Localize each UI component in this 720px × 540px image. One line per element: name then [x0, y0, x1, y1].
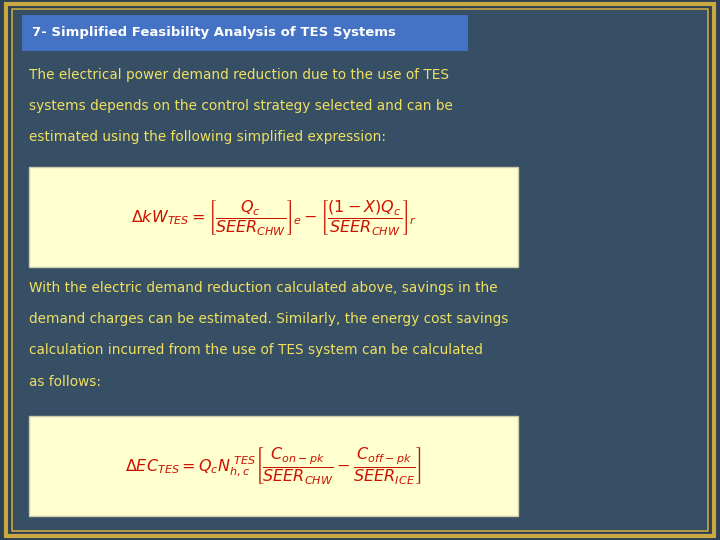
- Text: systems depends on the control strategy selected and can be: systems depends on the control strategy …: [29, 99, 453, 113]
- Text: demand charges can be estimated. Similarly, the energy cost savings: demand charges can be estimated. Similar…: [29, 312, 508, 326]
- Text: With the electric demand reduction calculated above, savings in the: With the electric demand reduction calcu…: [29, 281, 498, 295]
- Text: estimated using the following simplified expression:: estimated using the following simplified…: [29, 130, 386, 144]
- FancyBboxPatch shape: [22, 15, 468, 51]
- FancyBboxPatch shape: [29, 167, 518, 267]
- Text: $\Delta EC_{TES}= Q_c N_{h,c}^{\;TES}\left[\dfrac{C_{on-pk}}{SEER_{CHW}} - \dfra: $\Delta EC_{TES}= Q_c N_{h,c}^{\;TES}\le…: [125, 445, 422, 486]
- Text: calculation incurred from the use of TES system can be calculated: calculation incurred from the use of TES…: [29, 343, 482, 357]
- Text: as follows:: as follows:: [29, 375, 101, 389]
- Text: 7- Simplified Feasibility Analysis of TES Systems: 7- Simplified Feasibility Analysis of TE…: [32, 26, 396, 39]
- FancyBboxPatch shape: [29, 416, 518, 516]
- Text: $\Delta kW_{TES}= \left[\dfrac{Q_c}{SEER_{CHW}}\right]_e - \left[\dfrac{(1-X)Q_c: $\Delta kW_{TES}= \left[\dfrac{Q_c}{SEER…: [131, 198, 416, 237]
- Text: The electrical power demand reduction due to the use of TES: The electrical power demand reduction du…: [29, 68, 449, 82]
- FancyBboxPatch shape: [12, 9, 708, 531]
